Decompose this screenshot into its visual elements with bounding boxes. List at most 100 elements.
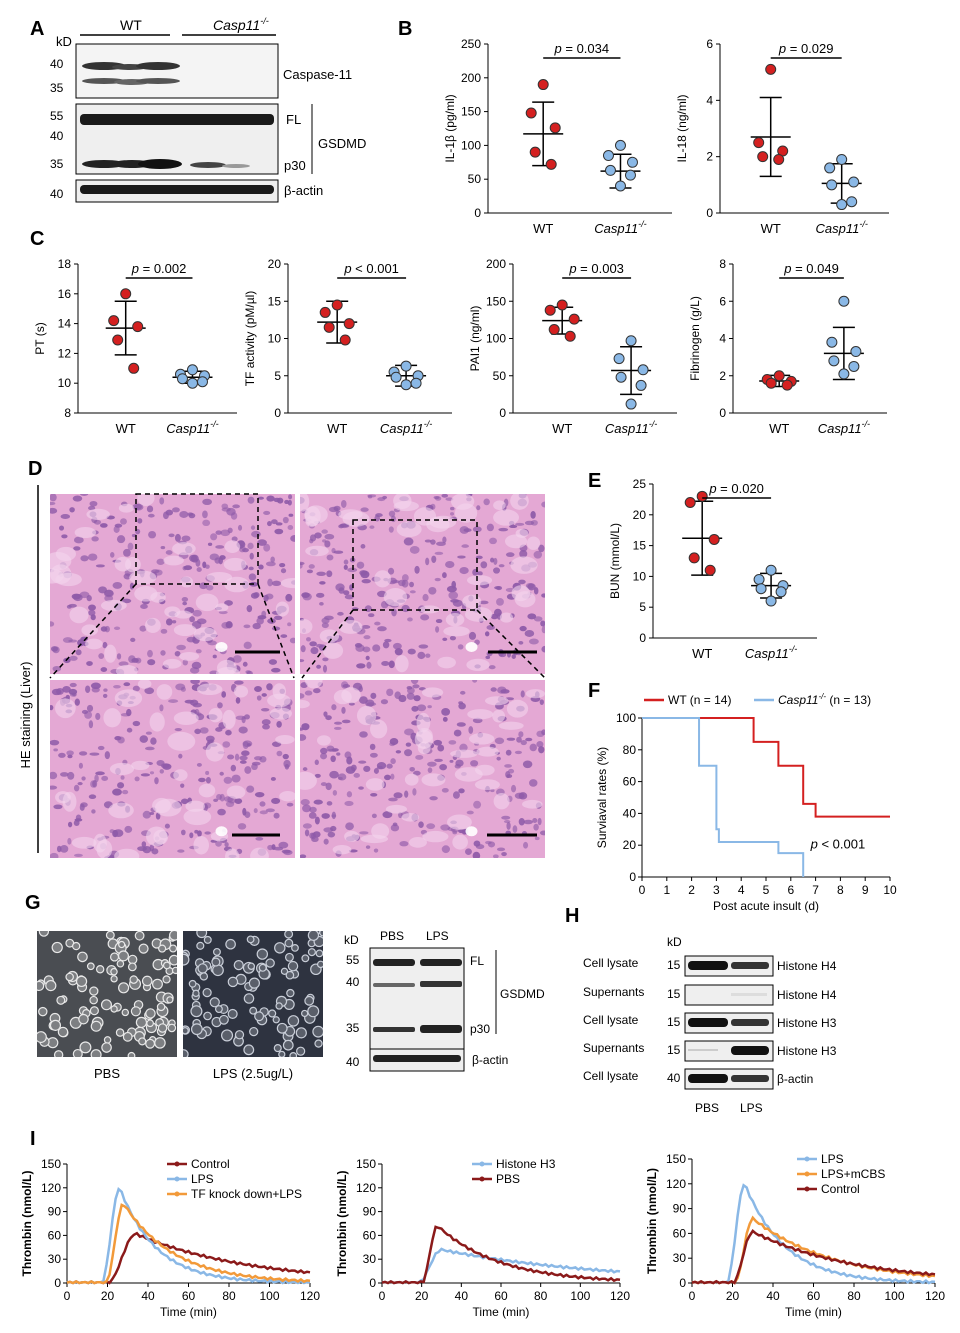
- nucleus: [53, 804, 63, 810]
- group-wt-label: WT: [120, 17, 142, 33]
- cytoplasm: [474, 779, 500, 791]
- nucleus: [156, 558, 165, 565]
- cytoplasm: [50, 568, 64, 584]
- cell: [249, 1026, 259, 1037]
- y-tick-label: 0: [474, 206, 481, 220]
- cytoplasm: [196, 683, 223, 696]
- p-value: p < 0.001: [810, 836, 866, 851]
- cytoplasm: [215, 603, 229, 612]
- cell: [287, 960, 299, 972]
- nucleus: [427, 705, 432, 709]
- x-axis-label: Post acute insult (d): [713, 899, 819, 913]
- cytoplasm: [510, 494, 529, 510]
- y-tick-label: 0: [719, 406, 726, 420]
- nucleus: [234, 753, 240, 761]
- marker-35: 35: [50, 81, 64, 95]
- cell: [156, 1002, 166, 1012]
- data-point: [704, 564, 716, 576]
- nucleus: [398, 811, 403, 819]
- cell: [296, 1046, 306, 1056]
- nucleus: [515, 522, 525, 526]
- nucleus: [124, 825, 133, 833]
- he-image-wt-high: [50, 680, 295, 858]
- band: [731, 1019, 769, 1026]
- cell: [169, 944, 177, 953]
- data-point: [323, 321, 335, 333]
- data-point: [836, 153, 848, 165]
- nucleus: [147, 513, 155, 518]
- cell: [301, 954, 310, 963]
- y-tick-label: 30: [673, 1251, 687, 1265]
- nucleus: [181, 829, 186, 836]
- cytoplasm: [506, 699, 529, 718]
- cytoplasm: [150, 592, 166, 603]
- nucleus: [431, 555, 437, 564]
- chart-thrombin-3: 0 30 60 90 120 150 0 20 40 60 80 100 120 Time (min) Th…: [645, 1152, 945, 1319]
- y-tick-label: 100: [461, 138, 481, 152]
- nucleus: [346, 791, 353, 798]
- data-point: [848, 176, 860, 188]
- nucleus: [316, 643, 323, 648]
- nucleus: [458, 788, 465, 794]
- he-image-wt-low: [50, 494, 295, 674]
- cytoplasm: [125, 556, 141, 573]
- cytoplasm: [383, 588, 408, 607]
- nucleus: [316, 571, 326, 576]
- p-value: p = 0.049: [783, 261, 839, 276]
- nucleus: [320, 752, 328, 760]
- zoom-box-wt: [135, 493, 259, 585]
- nucleus: [319, 602, 324, 606]
- nucleus: [202, 561, 207, 569]
- y-tick-label: 6: [706, 37, 713, 51]
- cell: [197, 963, 208, 974]
- cell: [249, 1006, 258, 1015]
- cell-image-pbs: [37, 931, 177, 1057]
- nucleus: [412, 684, 420, 689]
- x-tick-label: 9: [862, 883, 869, 897]
- nucleus: [457, 555, 466, 559]
- y-axis-label: Surviaval rates (%): [595, 747, 609, 848]
- nucleus: [196, 762, 202, 767]
- marker: 15: [667, 1015, 681, 1029]
- nucleus: [271, 797, 281, 805]
- cell: [243, 1044, 255, 1056]
- series-line: [642, 717, 805, 877]
- y-tick-label: 90: [673, 1202, 687, 1216]
- cell: [218, 1014, 229, 1025]
- nucleus: [300, 799, 310, 806]
- zoom-line: [49, 583, 137, 679]
- nucleus: [323, 838, 329, 845]
- cell: [190, 1023, 203, 1036]
- nucleus: [381, 661, 390, 666]
- nucleus: [280, 568, 287, 574]
- zoom-line: [257, 583, 295, 679]
- data-point: [775, 586, 787, 598]
- nucleus: [168, 533, 175, 538]
- nucleus: [486, 523, 494, 532]
- nucleus: [165, 550, 173, 555]
- legend-label: TF knock down+LPS: [191, 1187, 302, 1201]
- nucleus: [249, 552, 254, 560]
- blot-gsdmd-g: [369, 947, 465, 1061]
- nucleus: [74, 853, 83, 858]
- data-point: [614, 139, 626, 151]
- cytoplasm: [374, 570, 391, 588]
- nucleus: [235, 697, 241, 704]
- nucleus: [72, 495, 83, 502]
- nucleus: [324, 540, 331, 548]
- cell: [258, 963, 267, 972]
- nucleus: [242, 807, 247, 816]
- legend-marker: [174, 1191, 180, 1197]
- nucleus: [123, 682, 131, 687]
- nucleus: [154, 777, 159, 785]
- nucleus: [302, 823, 312, 829]
- nucleus: [541, 625, 545, 634]
- cytoplasm: [300, 494, 310, 512]
- nucleus: [95, 564, 105, 568]
- cytoplasm: [267, 693, 291, 708]
- nucleus: [239, 760, 247, 764]
- y-tick-label: 16: [58, 287, 72, 301]
- nucleus: [265, 808, 275, 813]
- cell: [246, 935, 255, 944]
- cell: [196, 931, 208, 939]
